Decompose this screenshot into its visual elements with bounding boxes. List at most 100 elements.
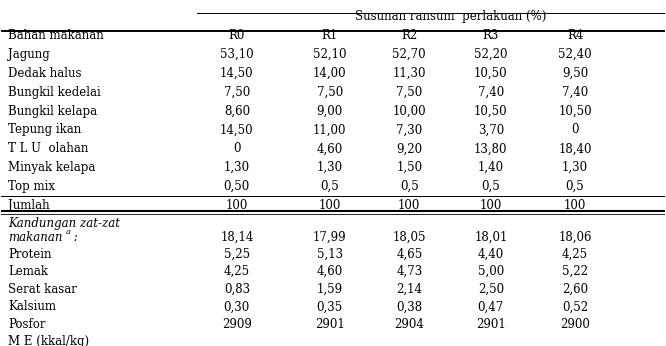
Text: Posfor: Posfor [8, 318, 45, 331]
Text: :: : [70, 231, 77, 244]
Text: 7,50: 7,50 [396, 85, 422, 99]
Text: 1,50: 1,50 [396, 161, 422, 174]
Text: 5,00: 5,00 [478, 265, 504, 278]
Text: makanan: makanan [8, 231, 63, 244]
Text: 13,80: 13,80 [474, 142, 507, 155]
Text: M E (kkal/kg): M E (kkal/kg) [8, 335, 89, 346]
Text: Lemak: Lemak [8, 265, 48, 278]
Text: 7,50: 7,50 [224, 85, 250, 99]
Text: R2: R2 [401, 29, 418, 42]
Text: 10,50: 10,50 [474, 104, 507, 118]
Text: Kandungan zat-zat: Kandungan zat-zat [8, 217, 120, 230]
Text: 0,83: 0,83 [224, 283, 250, 296]
Text: 0,30: 0,30 [224, 300, 250, 313]
Text: 100: 100 [226, 199, 248, 212]
Text: 10,50: 10,50 [558, 104, 592, 118]
Text: Dedak halus: Dedak halus [8, 67, 81, 80]
Text: 11,00: 11,00 [313, 124, 346, 136]
Text: 3,70: 3,70 [478, 124, 504, 136]
Text: 100: 100 [564, 199, 586, 212]
Text: 53,10: 53,10 [220, 48, 254, 61]
Text: 18,14: 18,14 [220, 231, 254, 244]
Text: 0,38: 0,38 [396, 300, 422, 313]
Text: 0,5: 0,5 [320, 180, 339, 193]
Text: Tepung ikan: Tepung ikan [8, 124, 81, 136]
Text: 0,5: 0,5 [482, 180, 500, 193]
Text: Bungkil kelapa: Bungkil kelapa [8, 104, 97, 118]
Text: 100: 100 [480, 199, 502, 212]
Text: R0: R0 [228, 29, 245, 42]
Text: 9,20: 9,20 [396, 142, 422, 155]
Text: 0: 0 [233, 142, 240, 155]
Text: 0,5: 0,5 [400, 180, 419, 193]
Text: 1,59: 1,59 [316, 283, 343, 296]
Text: 100: 100 [318, 199, 341, 212]
Text: 4,40: 4,40 [478, 248, 504, 261]
Text: 7,30: 7,30 [396, 124, 422, 136]
Text: 100: 100 [398, 199, 420, 212]
Text: 18,01: 18,01 [474, 231, 507, 244]
Text: 2900: 2900 [560, 318, 590, 331]
Text: 1,30: 1,30 [562, 161, 588, 174]
Text: 0,50: 0,50 [224, 180, 250, 193]
Text: 1,30: 1,30 [316, 161, 343, 174]
Text: 8,60: 8,60 [224, 104, 250, 118]
Text: R1: R1 [322, 29, 338, 42]
Text: 4,25: 4,25 [562, 248, 588, 261]
Text: R4: R4 [567, 29, 583, 42]
Text: 0,5: 0,5 [565, 180, 585, 193]
Text: a: a [66, 228, 71, 236]
Text: 2909: 2909 [222, 318, 252, 331]
Text: 7,40: 7,40 [562, 85, 588, 99]
Text: 5,25: 5,25 [224, 248, 250, 261]
Text: 0,35: 0,35 [316, 300, 343, 313]
Text: 4,60: 4,60 [316, 142, 343, 155]
Text: 9,00: 9,00 [316, 104, 343, 118]
Text: 2901: 2901 [476, 318, 505, 331]
Text: 1,30: 1,30 [224, 161, 250, 174]
Text: Serat kasar: Serat kasar [8, 283, 77, 296]
Text: 52,10: 52,10 [313, 48, 346, 61]
Text: Susunan ransum  perlakuan (%): Susunan ransum perlakuan (%) [355, 10, 546, 24]
Text: 0,52: 0,52 [562, 300, 588, 313]
Text: Minyak kelapa: Minyak kelapa [8, 161, 95, 174]
Text: 7,50: 7,50 [316, 85, 343, 99]
Text: 18,40: 18,40 [558, 142, 592, 155]
Text: Jagung: Jagung [8, 48, 50, 61]
Text: 2901: 2901 [315, 318, 344, 331]
Text: 17,99: 17,99 [313, 231, 346, 244]
Text: 14,50: 14,50 [220, 67, 254, 80]
Text: 18,05: 18,05 [392, 231, 426, 244]
Text: 4,25: 4,25 [224, 265, 250, 278]
Text: 18,06: 18,06 [558, 231, 592, 244]
Text: Protein: Protein [8, 248, 51, 261]
Text: 2,50: 2,50 [478, 283, 504, 296]
Text: 0: 0 [571, 124, 579, 136]
Text: 11,30: 11,30 [392, 67, 426, 80]
Text: R3: R3 [483, 29, 499, 42]
Text: Kalsium: Kalsium [8, 300, 56, 313]
Text: T L U  olahan: T L U olahan [8, 142, 89, 155]
Text: 4,60: 4,60 [316, 265, 343, 278]
Text: 7,40: 7,40 [478, 85, 504, 99]
Text: 10,50: 10,50 [474, 67, 507, 80]
Text: 52,70: 52,70 [392, 48, 426, 61]
Text: 0,47: 0,47 [478, 300, 504, 313]
Text: Top mix: Top mix [8, 180, 55, 193]
Text: Jumlah: Jumlah [8, 199, 50, 212]
Text: Bungkil kedelai: Bungkil kedelai [8, 85, 101, 99]
Text: 10,00: 10,00 [392, 104, 426, 118]
Text: 14,00: 14,00 [313, 67, 346, 80]
Text: 52,40: 52,40 [558, 48, 592, 61]
Text: 5,22: 5,22 [562, 265, 588, 278]
Text: 52,20: 52,20 [474, 48, 507, 61]
Text: 1,40: 1,40 [478, 161, 504, 174]
Text: Bahan makanan: Bahan makanan [8, 29, 104, 42]
Text: 5,13: 5,13 [316, 248, 343, 261]
Text: 4,73: 4,73 [396, 265, 422, 278]
Text: 2904: 2904 [394, 318, 424, 331]
Text: 9,50: 9,50 [562, 67, 588, 80]
Text: 14,50: 14,50 [220, 124, 254, 136]
Text: 4,65: 4,65 [396, 248, 422, 261]
Text: 2,14: 2,14 [396, 283, 422, 296]
